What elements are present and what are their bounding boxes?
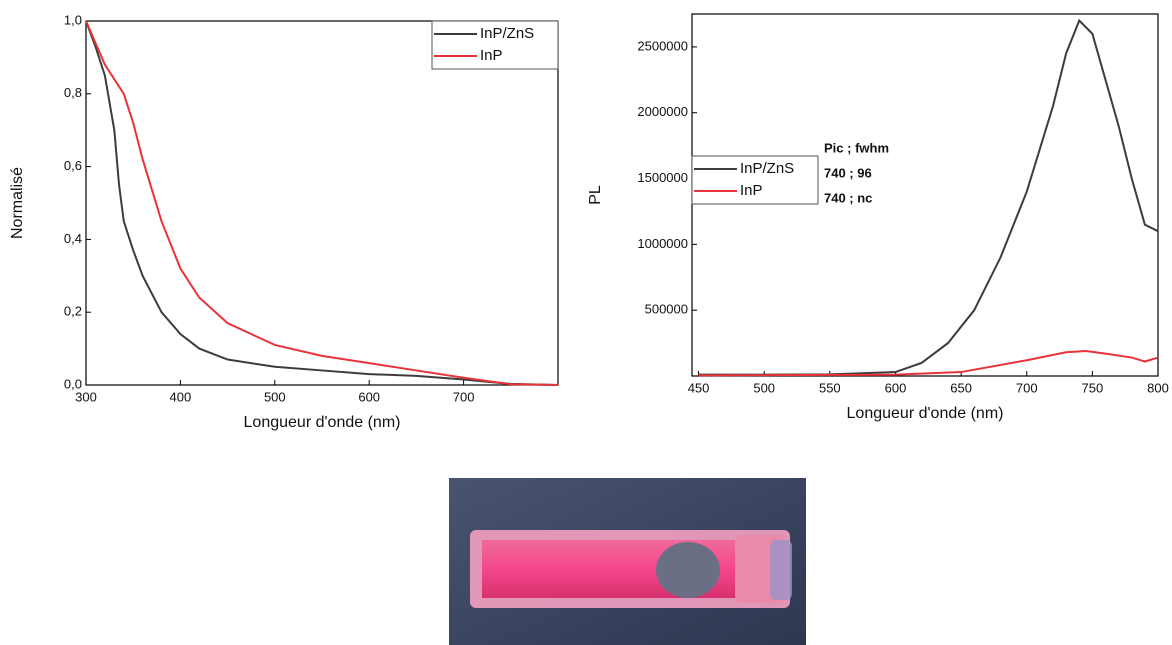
y-tick-label: 0,2 <box>64 304 82 319</box>
x-axis-title: Longueur d'onde (nm) <box>847 405 1004 422</box>
x-tick-label: 400 <box>170 389 192 404</box>
y-tick-label: 1,0 <box>64 12 82 27</box>
annotation: 740 ; nc <box>824 190 872 205</box>
y-tick-label: 2500000 <box>637 38 688 53</box>
y-tick-label: 2000000 <box>637 104 688 119</box>
x-tick-label: 700 <box>1016 380 1038 395</box>
y-tick-label: 500000 <box>645 302 688 317</box>
annotation: Pic ; fwhm <box>824 140 889 155</box>
line-series <box>85 20 559 386</box>
x-tick-label: 600 <box>885 380 907 395</box>
x-tick-label: 750 <box>1082 380 1104 395</box>
legend-label: InP <box>480 47 503 64</box>
legend-box <box>691 155 819 205</box>
y-tick-label: 0,6 <box>64 158 82 173</box>
legend-label: InP <box>740 182 763 199</box>
x-tick-label: 600 <box>358 389 380 404</box>
x-tick-label: 500 <box>753 380 775 395</box>
x-tick-label: 650 <box>950 380 972 395</box>
annotation: 740 ; 96 <box>824 165 872 180</box>
legend-label: InP/ZnS <box>740 160 794 177</box>
line-series <box>698 349 1159 377</box>
photo <box>449 478 806 645</box>
legend-box <box>431 20 559 70</box>
x-tick-label: 500 <box>264 389 286 404</box>
y-tick-label: 1500000 <box>637 170 688 185</box>
line-series <box>85 20 559 386</box>
x-tick-label: 800 <box>1147 380 1169 395</box>
y-tick-label: 0,4 <box>64 231 82 246</box>
line-series <box>698 18 1159 376</box>
x-tick-label: 300 <box>75 389 97 404</box>
legend-label: InP/ZnS <box>480 25 534 42</box>
x-axis-title: Longueur d'onde (nm) <box>244 414 401 431</box>
x-tick-label: 550 <box>819 380 841 395</box>
plot-frame <box>85 20 559 386</box>
y-tick-label: 1000000 <box>637 236 688 251</box>
y-tick-label: 0,0 <box>64 376 82 391</box>
y-tick-label: 0,8 <box>64 85 82 100</box>
x-tick-label: 450 <box>688 380 710 395</box>
y-axis-title: Normalisé <box>9 167 26 239</box>
y-axis-title: PL <box>587 185 604 205</box>
x-tick-label: 700 <box>453 389 475 404</box>
